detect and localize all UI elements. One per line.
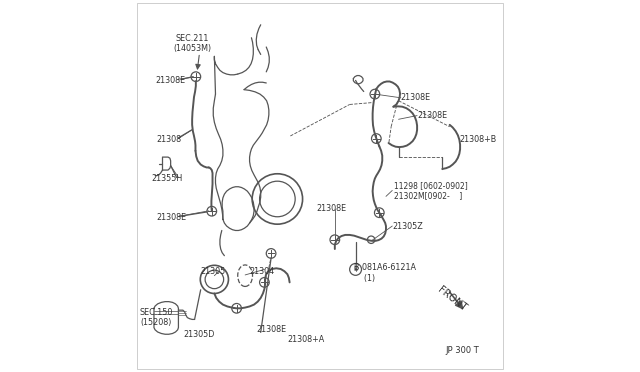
Text: FRONT: FRONT (435, 285, 468, 313)
Text: SEC.211
(14053M): SEC.211 (14053M) (173, 33, 211, 53)
Text: JP 300 T: JP 300 T (446, 346, 479, 355)
Text: 21308E: 21308E (316, 205, 346, 214)
Text: 21308E: 21308E (417, 111, 447, 120)
Text: 11298 [0602-0902]
21302M[0902-    ]: 11298 [0602-0902] 21302M[0902- ] (394, 181, 468, 200)
Text: 21308E: 21308E (155, 76, 185, 85)
Text: 21308: 21308 (156, 135, 181, 144)
Text: 21355H: 21355H (152, 174, 182, 183)
Text: 21308E: 21308E (256, 325, 286, 334)
Text: 21304: 21304 (250, 267, 275, 276)
Text: SEC.150
(15208): SEC.150 (15208) (140, 308, 173, 327)
Text: 21308+A: 21308+A (287, 335, 324, 344)
Text: 21308E: 21308E (401, 93, 431, 102)
Text: 21305Z: 21305Z (392, 221, 423, 231)
Text: 21305: 21305 (201, 267, 226, 276)
Text: B: B (353, 266, 358, 272)
Text: B 081A6-6121A
    (1): B 081A6-6121A (1) (354, 263, 416, 283)
Text: 21308E: 21308E (156, 213, 186, 222)
Text: 21305D: 21305D (184, 330, 215, 339)
Text: 21308+B: 21308+B (459, 135, 496, 144)
